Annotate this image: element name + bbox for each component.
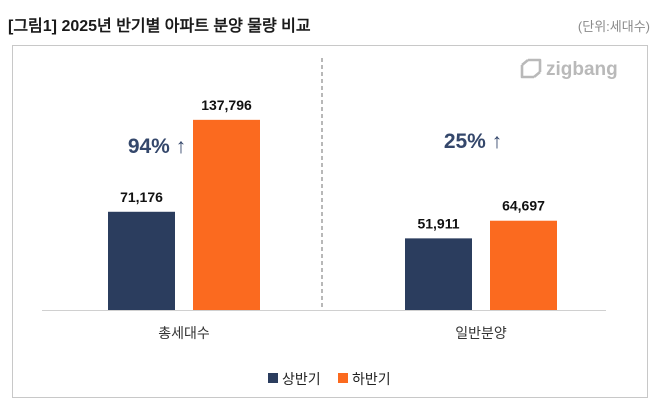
zigbang-logo-icon — [520, 58, 542, 79]
bar-second-half-total-units — [193, 119, 260, 310]
value-label-first-half-total-units: 71,176 — [120, 189, 163, 205]
annotation-general-sale-growth: 25% ↑ — [444, 130, 502, 153]
value-labels-layer: 71,176 51,911 137,796 64,697 — [120, 97, 545, 232]
zigbang-logo-text: zigbang — [546, 59, 618, 80]
value-label-first-half-general-sale: 51,911 — [417, 215, 459, 231]
legend-swatch-second-half — [338, 373, 348, 383]
category-label-total-units: 총세대수 — [158, 325, 210, 341]
bar-first-half-general-sale — [405, 238, 472, 310]
legend: 상반기 하반기 — [268, 371, 391, 387]
bar-second-half-general-sale — [490, 220, 557, 310]
category-label-general-sale: 일반분양 — [455, 325, 507, 341]
annotation-total-units-growth: 94% ↑ — [128, 135, 186, 158]
chart-title: [그림1] 2025년 반기별 아파트 분양 물량 비교 — [8, 16, 311, 35]
unit-label: (단위:세대수) — [578, 19, 650, 34]
value-label-second-half-general-sale: 64,697 — [502, 198, 545, 214]
zigbang-logo: zigbang — [520, 58, 618, 80]
bar-first-half-total-units — [108, 211, 175, 310]
legend-label-first-half: 상반기 — [282, 371, 321, 387]
legend-label-second-half: 하반기 — [352, 371, 391, 387]
chart-frame — [12, 45, 648, 398]
legend-swatch-first-half — [268, 373, 278, 383]
bars-layer — [108, 119, 557, 310]
value-label-second-half-total-units: 137,796 — [201, 97, 252, 113]
